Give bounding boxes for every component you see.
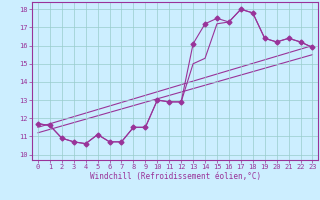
X-axis label: Windchill (Refroidissement éolien,°C): Windchill (Refroidissement éolien,°C) (90, 172, 261, 181)
